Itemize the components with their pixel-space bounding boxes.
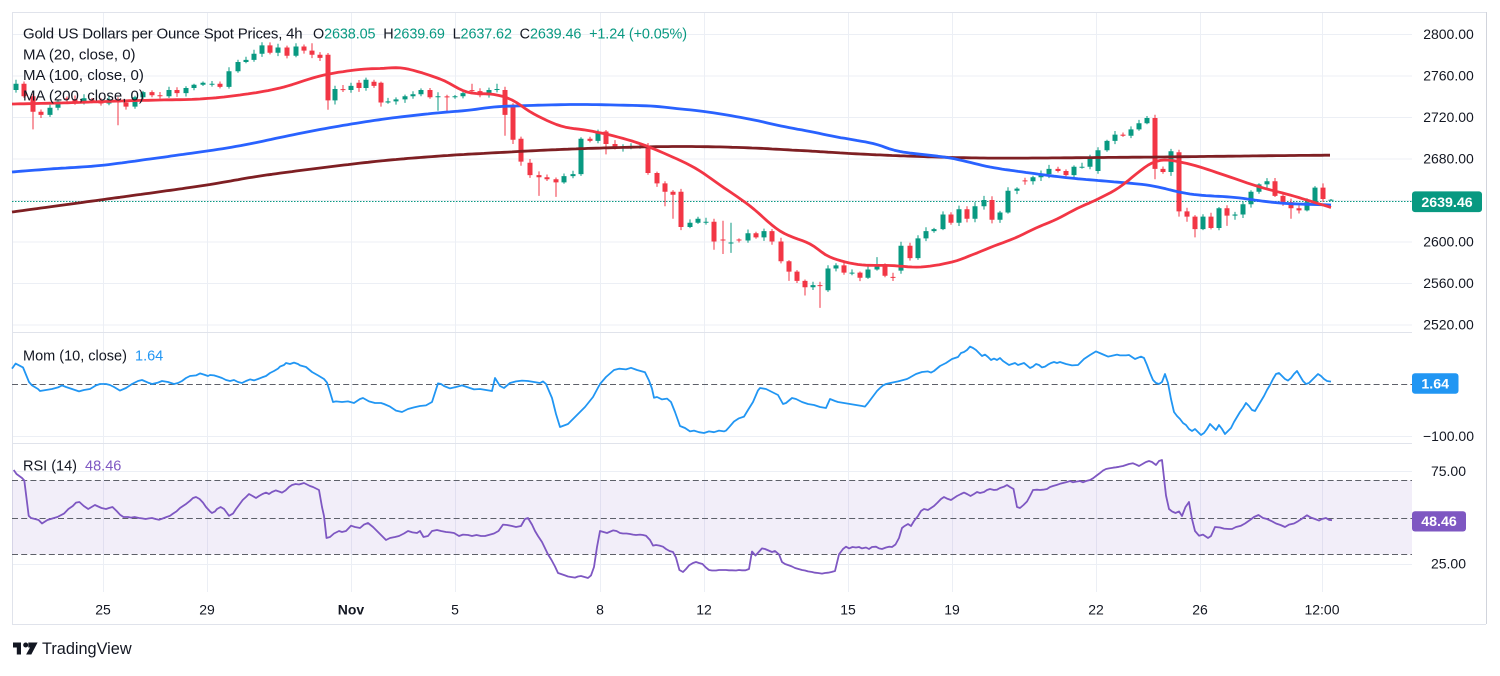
svg-text:25.00: 25.00 (1431, 556, 1466, 572)
svg-text:2560.00: 2560.00 (1423, 275, 1474, 291)
svg-text:25: 25 (95, 602, 111, 618)
svg-text:O2638.05 H2639.69 L2637.62: O2638.05 H2639.69 L2637.62 C2639.46 +1.2… (313, 26, 687, 42)
svg-text:2520.00: 2520.00 (1423, 316, 1474, 332)
svg-text:22: 22 (1088, 602, 1104, 618)
svg-text:2600.00: 2600.00 (1423, 233, 1474, 249)
svg-text:Gold US Dollars per Ounce Spot: Gold US Dollars per Ounce Spot Prices, 4… (23, 25, 302, 42)
svg-text:2760.00: 2760.00 (1423, 67, 1474, 83)
svg-text:Mom (10, close) 1.64: Mom (10, close) 1.64 (23, 348, 163, 364)
svg-text:12: 12 (696, 602, 712, 618)
svg-text:2639.46: 2639.46 (1421, 195, 1472, 211)
svg-text:15: 15 (840, 602, 856, 618)
svg-text:5: 5 (451, 602, 459, 618)
svg-text:75.00: 75.00 (1431, 463, 1466, 479)
svg-text:19: 19 (944, 602, 960, 618)
svg-text:2800.00: 2800.00 (1423, 26, 1474, 42)
svg-text:RSI (14) 48.46: RSI (14) 48.46 (23, 458, 121, 474)
svg-text:12:00: 12:00 (1304, 602, 1339, 618)
svg-text:MA (200, close, 0): MA (200, close, 0) (23, 87, 144, 104)
svg-text:1.64: 1.64 (1421, 376, 1449, 392)
svg-text:TradingView: TradingView (42, 640, 132, 658)
svg-text:−100.00: −100.00 (1423, 428, 1474, 444)
svg-text:29: 29 (199, 602, 215, 618)
svg-text:Nov: Nov (338, 602, 365, 618)
svg-text:26: 26 (1192, 602, 1208, 618)
svg-text:MA (100, close, 0): MA (100, close, 0) (23, 67, 144, 84)
svg-text:2680.00: 2680.00 (1423, 150, 1474, 166)
svg-text:8: 8 (596, 602, 604, 618)
svg-text:48.46: 48.46 (1421, 514, 1457, 530)
svg-text:2720.00: 2720.00 (1423, 109, 1474, 125)
svg-text:MA (20, close, 0): MA (20, close, 0) (23, 46, 136, 63)
